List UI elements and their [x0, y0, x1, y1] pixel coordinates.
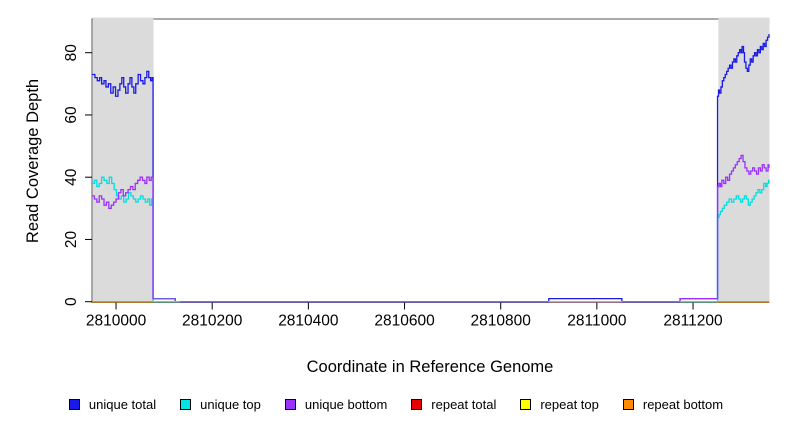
legend-item-unique-top: unique top: [180, 398, 261, 411]
x-tick-label: 2811000: [567, 313, 627, 330]
repeat-region-shade: [92, 17, 154, 303]
y-tick-label: 60: [63, 106, 80, 124]
x-tick-label: 2811200: [663, 313, 723, 330]
unique-top-swatch-icon: [180, 399, 192, 410]
plot-layer: 2810000 2810200 2810400 2810600 2810800 28110…: [63, 17, 770, 330]
y-tick-label: 80: [63, 44, 80, 62]
x-axis-label: Coordinate in Reference Genome: [307, 358, 554, 376]
x-tick-label: 2810600: [374, 313, 435, 330]
legend-item-repeat-bottom: repeat bottom: [622, 397, 724, 412]
y-axis-label: Read Coverage Depth: [24, 79, 42, 243]
x-tick-label: 2810000: [86, 313, 147, 330]
legend-label: unique top: [200, 397, 261, 412]
legend-label: repeat total: [431, 397, 497, 412]
series-unique-bottom: [92, 154, 770, 303]
repeat-top-swatch-icon: [520, 399, 532, 410]
plot-box: [91, 18, 770, 303]
legend-label: repeat top: [540, 397, 599, 412]
x-tick-label: 2810800: [471, 313, 532, 330]
legend-label: unique total: [88, 397, 157, 412]
x-tick-label: 2810400: [278, 313, 339, 330]
legend-item-unique-total: unique total: [68, 397, 157, 412]
series-unique-top: [92, 176, 770, 303]
repeat-bottom-swatch-icon: [622, 399, 634, 410]
legend-item-unique-bottom: unique bottom: [284, 397, 388, 412]
y-tick-label: 20: [63, 230, 80, 248]
legend-item-repeat-top: repeat top: [520, 398, 599, 411]
y-tick-label: 40: [63, 168, 80, 186]
series-unique-total: [92, 34, 770, 303]
legend-label: repeat bottom: [642, 397, 724, 412]
repeat-total-swatch-icon: [411, 399, 423, 410]
unique-total-swatch-icon: [68, 399, 80, 410]
x-tick-label: 2810200: [182, 313, 243, 330]
legend-label: unique bottom: [304, 397, 388, 412]
repeat-region-shade: [718, 17, 770, 303]
legend-item-repeat-total: repeat total: [411, 398, 496, 411]
y-tick-label: 0: [63, 297, 80, 306]
unique-bottom-swatch-icon: [284, 399, 296, 410]
legend: unique total unique top unique bottom re…: [0, 398, 792, 411]
